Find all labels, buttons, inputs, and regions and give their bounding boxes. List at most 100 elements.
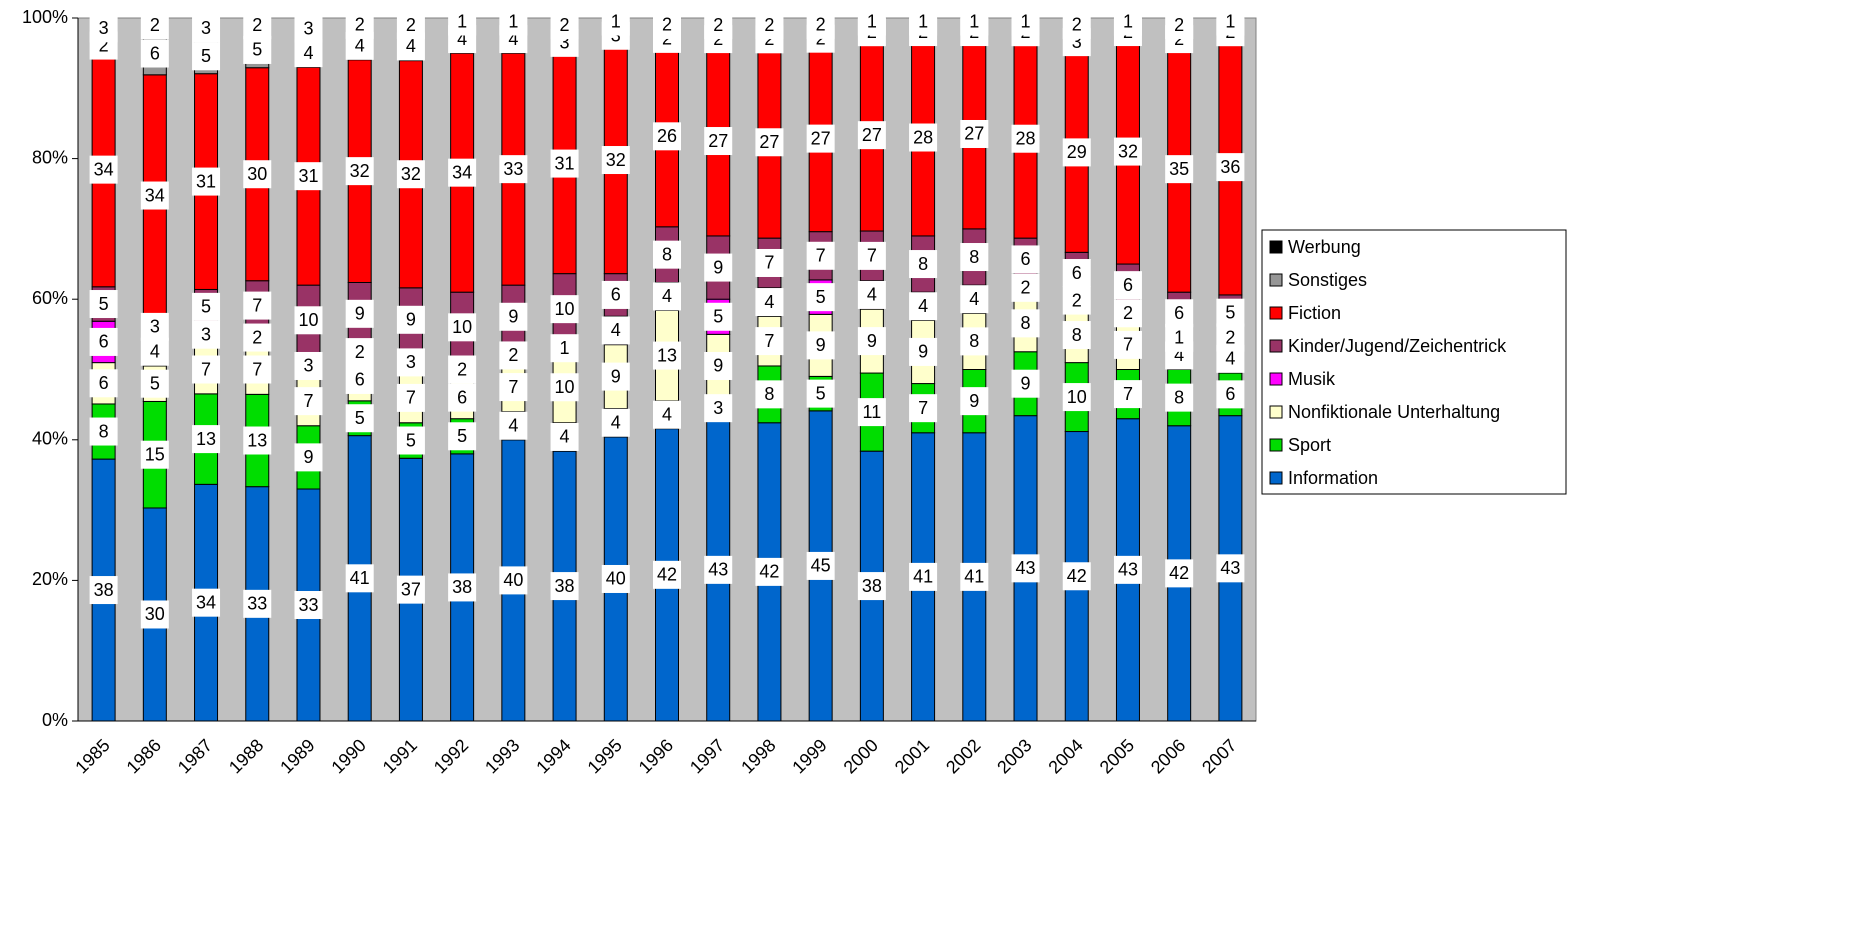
x-tick-label: 1990 (327, 735, 369, 777)
data-label-text: 6 (1225, 384, 1235, 404)
data-label: 9 (1011, 369, 1040, 398)
data-label: 2 (345, 338, 374, 367)
data-label: 9 (806, 331, 835, 360)
data-label: 4 (601, 316, 630, 345)
data-label-text: 31 (298, 166, 318, 186)
data-label: 9 (345, 299, 374, 328)
data-label-text: 9 (713, 257, 723, 277)
data-label: 7 (857, 241, 886, 270)
data-label: 7 (294, 387, 323, 416)
data-label-box (448, 573, 477, 602)
data-label: 6 (89, 369, 118, 398)
data-label-box (243, 291, 272, 320)
data-label-box (396, 160, 425, 189)
data-label: 4 (601, 408, 630, 437)
data-label-text: 9 (303, 447, 313, 467)
data-label-box (653, 341, 681, 370)
data-label-box (192, 167, 221, 196)
data-label: 2 (345, 10, 374, 39)
data-label-text: 9 (713, 356, 723, 376)
data-label: 6 (345, 365, 374, 394)
data-label: 2 (806, 10, 835, 39)
data-label-box (499, 7, 528, 36)
data-label: 4 (140, 337, 169, 366)
data-label: 7 (243, 355, 272, 384)
data-label-text: 4 (560, 427, 570, 447)
data-label: 30 (140, 600, 169, 629)
data-label-text: 2 (150, 15, 160, 35)
data-label-box (806, 10, 835, 39)
y-tick-label: 40% (32, 429, 68, 449)
data-label-box (1062, 562, 1091, 591)
data-label-box (1216, 7, 1245, 36)
data-label: 1 (1113, 7, 1142, 36)
data-label-box (1062, 10, 1091, 39)
data-label: 9 (601, 362, 630, 391)
data-label-box (601, 408, 630, 437)
data-label: 43 (1011, 554, 1040, 583)
data-label-box (601, 316, 630, 345)
data-label-text: 7 (406, 388, 416, 408)
data-label-text: 5 (457, 426, 467, 446)
data-label: 38 (857, 572, 886, 601)
data-label: 7 (243, 291, 272, 320)
data-label-text: 28 (913, 127, 933, 147)
data-label: 33 (499, 155, 528, 184)
data-label: 1 (448, 7, 477, 36)
data-label: 5 (806, 379, 835, 408)
data-label: 32 (1113, 137, 1142, 166)
data-label-text: 6 (611, 285, 621, 305)
data-label-box (909, 292, 938, 321)
data-label-text: 7 (303, 391, 313, 411)
data-label-box (499, 341, 528, 370)
data-label-box (396, 11, 425, 40)
data-label-text: 1 (1123, 11, 1133, 31)
data-label-text: 9 (867, 331, 877, 351)
data-label: 5 (192, 42, 221, 71)
data-label-box (960, 7, 989, 36)
x-tick-label: 1991 (379, 735, 421, 777)
data-label: 6 (601, 280, 630, 309)
data-label-text: 33 (503, 159, 523, 179)
data-label-text: 37 (401, 579, 421, 599)
data-label-text: 38 (94, 580, 114, 600)
data-label-box (1062, 321, 1091, 350)
data-label-box (448, 158, 477, 187)
data-label: 32 (601, 146, 630, 175)
data-label-box (909, 337, 938, 366)
data-label: 13 (192, 425, 221, 454)
data-label: 1 (499, 7, 528, 36)
data-label-text: 42 (1169, 563, 1189, 583)
data-label-box (857, 7, 886, 36)
data-label-text: 3 (303, 18, 313, 38)
data-label-box (294, 351, 323, 380)
data-label-box (1062, 286, 1091, 315)
data-label-box (704, 302, 733, 331)
data-label-text: 32 (401, 164, 421, 184)
data-label-text: 4 (969, 289, 979, 309)
data-label-box (345, 338, 374, 367)
data-label: 9 (704, 351, 733, 380)
data-label-box (396, 426, 425, 455)
data-label-text: 6 (99, 332, 109, 352)
legend-label: Sport (1288, 435, 1331, 455)
data-label-box (806, 241, 835, 270)
x-tick-label: 2004 (1044, 735, 1086, 777)
data-label-text: 42 (657, 565, 677, 585)
data-label-box (1011, 124, 1040, 153)
legend-label: Werbung (1288, 237, 1361, 257)
data-label-text: 36 (1220, 157, 1240, 177)
data-label: 4 (857, 280, 886, 309)
data-label-text: 5 (816, 287, 826, 307)
data-label-box (909, 7, 938, 36)
data-label: 5 (243, 35, 272, 64)
data-label-box (909, 123, 938, 152)
data-label: 3 (294, 351, 323, 380)
data-label-text: 5 (201, 46, 211, 66)
data-label-text: 7 (252, 359, 262, 379)
data-label-text: 2 (1021, 278, 1031, 298)
data-label-box (1165, 11, 1194, 40)
data-label-box (806, 331, 835, 360)
data-label: 6 (1165, 299, 1194, 328)
data-label-text: 5 (150, 373, 160, 393)
